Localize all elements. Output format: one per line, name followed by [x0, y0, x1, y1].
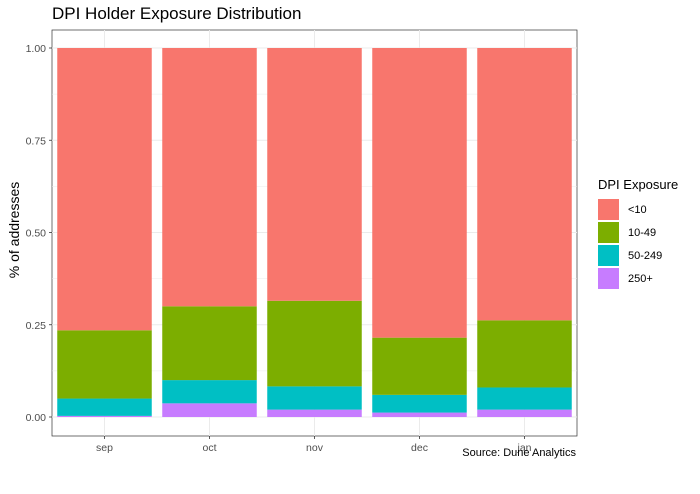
- bar-sep-50-249: [57, 398, 152, 416]
- y-tick-label: 0.00: [26, 412, 47, 424]
- caption: Source: Dune Analytics: [462, 447, 576, 459]
- x-tick-label: jan: [516, 442, 531, 454]
- bar-nov-250+: [267, 409, 362, 417]
- y-axis-label: % of addresses: [6, 181, 22, 279]
- chart-title: DPI Holder Exposure Distribution: [52, 4, 302, 23]
- bar-oct-50-249: [162, 380, 257, 404]
- bar-sep-250+: [57, 415, 152, 417]
- bar-nov-50-249: [267, 386, 362, 410]
- bar-dec-<10: [372, 48, 467, 338]
- bar-jan-10-49: [477, 320, 572, 388]
- bar-jan-<10: [477, 48, 572, 321]
- bar-oct-<10: [162, 48, 257, 307]
- legend-label: 250+: [628, 272, 653, 285]
- bar-nov-<10: [267, 48, 362, 301]
- legend-label: 50-249: [628, 249, 663, 262]
- x-tick-label: dec: [411, 442, 428, 454]
- bar-sep-<10: [57, 48, 152, 331]
- legend-item: <10: [598, 198, 678, 221]
- legend-title: DPI Exposure: [598, 177, 679, 192]
- bar-jan-250+: [477, 409, 572, 417]
- y-tick-label: 0.25: [26, 320, 47, 332]
- legend-swatch: [598, 222, 619, 243]
- legend-swatch: [598, 268, 619, 289]
- legend-item: 50-249: [598, 244, 678, 267]
- legend-label: <10: [628, 203, 647, 216]
- bar-dec-250+: [372, 412, 467, 417]
- bar-dec-10-49: [372, 337, 467, 395]
- bar-sep-10-49: [57, 330, 152, 399]
- bar-dec-50-249: [372, 394, 467, 413]
- y-tick-label: 0.75: [26, 135, 47, 147]
- bar-nov-10-49: [267, 300, 362, 387]
- x-tick-label: nov: [306, 442, 324, 454]
- legend-item: 10-49: [598, 221, 678, 244]
- legend-swatch: [598, 199, 619, 220]
- y-tick-label: 1.00: [26, 43, 47, 55]
- bar-oct-10-49: [162, 306, 257, 381]
- x-tick-label: oct: [202, 442, 216, 454]
- x-tick-label: sep: [96, 442, 113, 454]
- legend-swatch: [598, 245, 619, 266]
- bar-jan-50-249: [477, 387, 572, 410]
- bar-oct-250+: [162, 403, 257, 417]
- legend-item: 250+: [598, 267, 678, 290]
- legend: DPI Exposure <10 10-49 50-249 250+: [598, 177, 678, 290]
- y-tick-label: 0.50: [26, 228, 47, 240]
- legend-label: 10-49: [628, 226, 657, 239]
